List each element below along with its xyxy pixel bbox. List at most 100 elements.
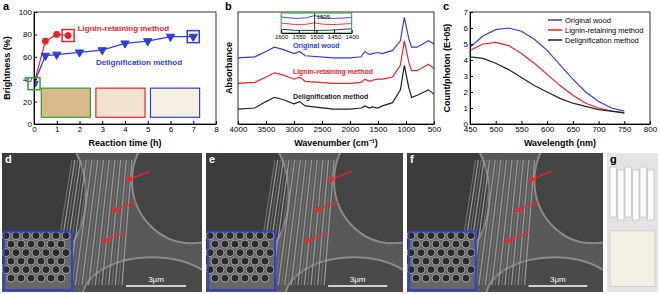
figure: 012345678020406080100Reaction time (h)Br… — [0, 0, 660, 294]
tick-label: 5 — [464, 40, 469, 49]
cell — [417, 249, 425, 257]
x-axis-title: Reaction time (h) — [88, 138, 161, 148]
tick-label: 4 — [464, 56, 469, 65]
cell — [52, 232, 60, 240]
tick-mark — [378, 121, 379, 124]
cell — [427, 266, 435, 274]
tick: 650 — [567, 121, 581, 134]
tick-mark — [470, 28, 473, 29]
cell — [457, 232, 465, 240]
tick: 2 — [464, 88, 473, 97]
cell — [412, 274, 420, 282]
tick-mark — [171, 121, 172, 124]
scale-bar — [126, 285, 186, 287]
tick: 500 — [490, 121, 504, 134]
cell — [236, 232, 244, 240]
panel: 150516001550150014501400 — [275, 13, 360, 40]
tick-label: 2 — [78, 125, 83, 134]
tick-label: 750 — [618, 125, 632, 134]
scale-bar — [328, 285, 387, 287]
image — [2, 153, 202, 292]
cell — [462, 274, 470, 282]
scale-bar-label: 3μm — [550, 275, 566, 284]
cell — [452, 240, 460, 248]
cell — [251, 274, 259, 282]
cell — [211, 274, 219, 282]
data-point — [166, 34, 174, 41]
tick-mark — [34, 57, 37, 58]
tick: 6 — [464, 24, 473, 33]
tick: 1500 — [310, 30, 324, 40]
tick: 4 — [464, 56, 473, 65]
plot-background — [281, 13, 352, 33]
tick-mark — [573, 121, 574, 124]
cell — [211, 257, 219, 265]
tick-mark — [322, 121, 323, 124]
cell — [7, 274, 15, 282]
tick: 0 — [464, 120, 473, 129]
cell — [467, 232, 475, 240]
tick-label: 0 — [28, 120, 33, 129]
tick-mark — [102, 121, 103, 124]
tick-label: 80 — [23, 30, 32, 39]
data-point — [41, 53, 49, 60]
tick-label: 700 — [592, 125, 606, 134]
cell — [256, 232, 264, 240]
photo-background — [607, 153, 658, 292]
fibril — [485, 160, 500, 285]
cell — [457, 266, 465, 274]
series-label: Lignin-retaining method — [78, 24, 170, 33]
arrow — [305, 232, 329, 242]
tick-label: 2500 — [314, 125, 332, 134]
cell — [226, 266, 234, 274]
tick-mark — [496, 121, 497, 124]
tick: 1550 — [293, 30, 307, 40]
fibril — [489, 160, 504, 285]
tick-mark — [650, 121, 651, 124]
cell — [447, 266, 455, 274]
inset-frame — [208, 232, 275, 290]
cell — [37, 240, 45, 248]
tick-label: 7 — [192, 125, 197, 134]
tick-mark — [34, 79, 37, 80]
cell — [226, 232, 234, 240]
data-point — [42, 38, 48, 44]
tick-mark — [125, 121, 126, 124]
fibril — [288, 160, 303, 285]
panel: 012345678020406080100Reaction time (h)Br… — [2, 0, 219, 148]
image — [407, 153, 603, 292]
sample-strip — [625, 167, 632, 217]
tick-mark — [352, 30, 353, 33]
cell — [407, 232, 415, 240]
plot-frame — [470, 12, 650, 124]
y-axis: 01234567 — [464, 8, 473, 129]
cell — [246, 249, 254, 257]
fibril — [102, 160, 115, 285]
tick-mark — [521, 121, 522, 124]
data-point — [75, 50, 83, 57]
tick: 7 — [192, 121, 197, 134]
cell — [266, 249, 274, 257]
tick-label: 7 — [464, 8, 469, 17]
cell — [246, 232, 254, 240]
panel-label: c — [443, 0, 449, 12]
tick-mark — [34, 102, 37, 103]
scale-bar — [529, 285, 588, 287]
tick: 6 — [169, 121, 174, 134]
tick: 3 — [101, 121, 106, 134]
x-axis: 450500550600650700750800 — [464, 121, 658, 134]
series-line — [34, 37, 193, 84]
highlight-box — [28, 78, 40, 90]
cell — [37, 257, 45, 265]
cell — [417, 266, 425, 274]
tick-mark — [470, 12, 473, 13]
cell — [236, 249, 244, 257]
tick: 2000 — [342, 121, 360, 134]
tick: 1400 — [346, 30, 360, 40]
panel: 4000350030002500200015001000500Wavenumbe… — [224, 0, 441, 148]
tick-mark — [470, 92, 473, 93]
cell — [57, 240, 65, 248]
tick: 3 — [464, 72, 473, 81]
tick-mark — [434, 121, 435, 124]
cell — [246, 266, 254, 274]
